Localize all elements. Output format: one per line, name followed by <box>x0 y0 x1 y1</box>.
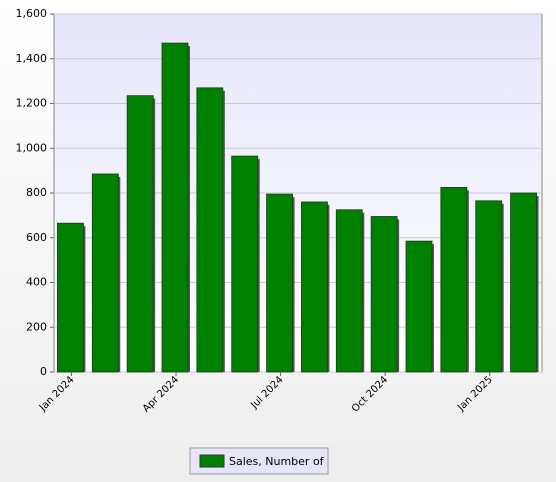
y-tick-label: 800 <box>26 186 47 199</box>
bar <box>510 192 537 373</box>
bar <box>266 193 293 373</box>
y-tick-label: 1,600 <box>16 7 48 20</box>
legend-label: Sales, Number of <box>229 455 325 468</box>
y-tick-label: 0 <box>40 365 47 378</box>
bar <box>370 216 398 373</box>
bar <box>91 173 119 373</box>
bar <box>335 209 363 373</box>
bar <box>161 42 189 373</box>
bar <box>301 201 328 373</box>
bar <box>57 222 84 373</box>
y-tick-label: 400 <box>26 276 47 289</box>
y-tick-label: 600 <box>26 231 47 244</box>
bar <box>475 200 503 373</box>
legend: Sales, Number of <box>189 447 329 475</box>
bar <box>126 95 154 373</box>
y-tick-label: 1,200 <box>16 97 48 110</box>
legend-swatch <box>199 454 225 468</box>
bar <box>440 187 468 373</box>
y-tick-label: 200 <box>26 320 47 333</box>
y-tick-label: 1,000 <box>16 141 48 154</box>
bar <box>196 87 224 373</box>
bar <box>405 240 433 373</box>
y-tick-label: 1,400 <box>16 52 48 65</box>
bar <box>231 155 259 373</box>
